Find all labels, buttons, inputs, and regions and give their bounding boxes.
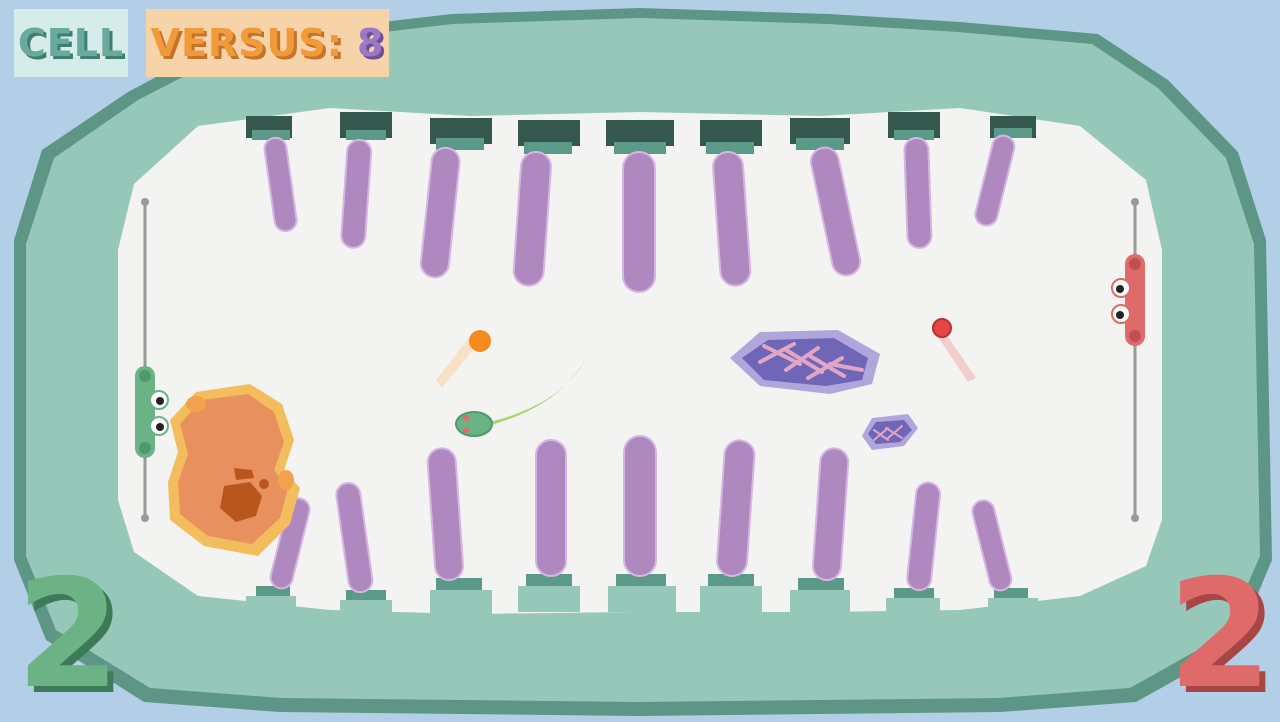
green-tadpole xyxy=(455,411,493,437)
top-membrane-pads xyxy=(252,128,1032,154)
mode-badge: CELL xyxy=(14,9,128,77)
orange-blob xyxy=(168,384,300,556)
large-chromosome-organelle xyxy=(730,330,880,394)
bottom-cilia xyxy=(269,435,1013,594)
red-ball-trail xyxy=(936,334,976,382)
versus-badge: VERSUS: 8 xyxy=(146,9,389,77)
left-player-score: 2 xyxy=(16,548,121,722)
versus-value: 8 xyxy=(356,21,385,65)
left-player-paddle[interactable] xyxy=(135,366,169,458)
versus-label: VERSUS: xyxy=(150,21,343,65)
small-chromosome-organelle xyxy=(862,414,918,450)
left-paddle-track xyxy=(141,198,149,522)
mode-label: CELL xyxy=(17,21,125,65)
orange-ball-trail xyxy=(436,334,476,388)
right-player-paddle[interactable] xyxy=(1111,254,1145,346)
orange-ball[interactable] xyxy=(469,330,491,352)
cytoplasm xyxy=(118,108,1162,614)
top-cilia xyxy=(263,134,1016,293)
right-player-score: 2 xyxy=(1168,548,1273,722)
red-ball[interactable] xyxy=(932,318,952,338)
bottom-membrane-base xyxy=(246,586,1038,618)
